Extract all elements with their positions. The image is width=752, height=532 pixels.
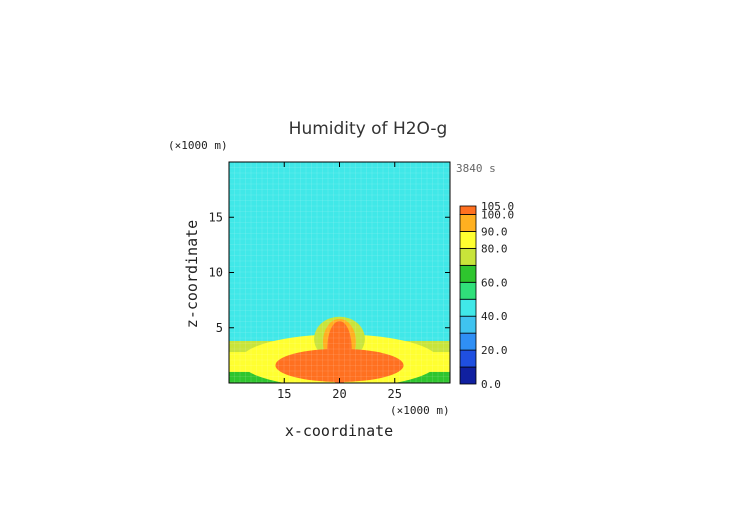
model-grid bbox=[229, 162, 450, 383]
y-unit-label: (×1000 m) bbox=[168, 139, 228, 152]
colorbar-segment bbox=[459, 298, 477, 317]
colorbar-segment bbox=[459, 281, 477, 300]
colorbar-segment bbox=[459, 214, 477, 232]
x-tick-label: 25 bbox=[388, 387, 402, 401]
x-axis-label: x-coordinate bbox=[285, 422, 393, 440]
x-tick-label: 15 bbox=[277, 387, 291, 401]
colorbar bbox=[459, 205, 477, 385]
colorbar-segment bbox=[459, 349, 477, 368]
x-tick-label: 20 bbox=[332, 387, 346, 401]
colorbar-segment bbox=[459, 231, 477, 249]
x-axis-ticks: 15 20 25 bbox=[277, 162, 402, 401]
colorbar-tick-label: 60.0 bbox=[481, 276, 508, 289]
y-tick-label: 10 bbox=[209, 266, 223, 280]
colorbar-tick-label: 80.0 bbox=[481, 242, 508, 255]
y-tick-label: 15 bbox=[209, 210, 223, 224]
colorbar-segment bbox=[459, 366, 477, 385]
colorbar-segment bbox=[459, 264, 477, 283]
colorbar-segment bbox=[459, 247, 477, 266]
colorbar-segment bbox=[459, 332, 477, 351]
y-tick-label: 5 bbox=[216, 321, 223, 335]
colorbar-tick-label: 100.0 bbox=[481, 208, 514, 221]
colorbar-segment bbox=[459, 315, 477, 334]
colorbar-tick-label: 105.0 bbox=[481, 200, 514, 213]
colorbar-tick-label: 20.0 bbox=[481, 344, 508, 357]
x-unit-label: (×1000 m) bbox=[390, 404, 450, 417]
y-axis-ticks: 5 10 15 bbox=[209, 210, 450, 335]
chart-title: Humidity of H2O-g bbox=[289, 119, 448, 139]
colorbar-tick-label: 90.0 bbox=[481, 225, 508, 238]
heatmap-field bbox=[229, 162, 450, 383]
y-axis-label: z-coordinate bbox=[183, 220, 201, 328]
time-label: 3840 s bbox=[456, 162, 496, 175]
colorbar-segment bbox=[459, 205, 477, 215]
colorbar-tick-label: 0.0 bbox=[481, 378, 501, 391]
colorbar-tick-label: 40.0 bbox=[481, 310, 508, 323]
heatmap-region bbox=[330, 328, 349, 383]
